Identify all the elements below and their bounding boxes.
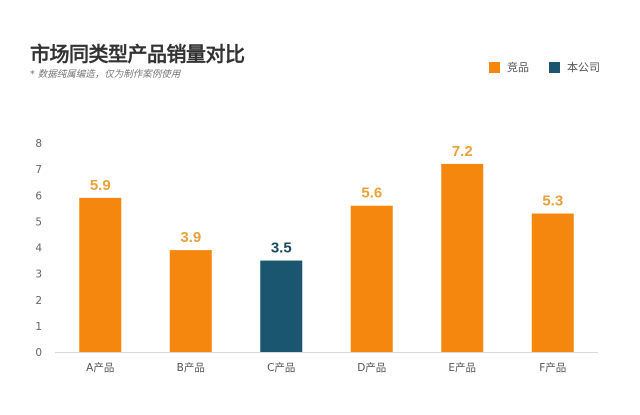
legend-item-competitor: 竞品 xyxy=(489,59,529,75)
bar xyxy=(531,213,574,352)
chart-subtitle: * 数据纯属编造，仅为制作案例使用 xyxy=(30,69,181,80)
legend-swatch-competitor xyxy=(489,61,500,73)
x-tick-label: B产品 xyxy=(177,361,205,374)
legend-swatch-own-company xyxy=(549,61,560,73)
data-label: 5.9 xyxy=(90,177,111,194)
y-tick-label: 7 xyxy=(35,164,42,176)
legend: 竞品 本公司 xyxy=(489,59,620,75)
legend-label-competitor: 竞品 xyxy=(507,61,529,74)
data-label: 3.9 xyxy=(180,229,201,246)
data-label: 3.5 xyxy=(271,240,292,257)
data-label: 5.6 xyxy=(361,185,382,202)
x-tick-label: C产品 xyxy=(267,361,295,374)
bar xyxy=(79,197,122,352)
y-tick-label: 6 xyxy=(35,190,42,202)
y-tick-label: 0 xyxy=(35,347,42,359)
x-tick-label: D产品 xyxy=(357,361,386,374)
x-tick-label: A产品 xyxy=(86,361,114,374)
bar xyxy=(169,250,212,352)
data-label: 7.2 xyxy=(452,143,473,160)
bar xyxy=(350,205,393,352)
y-tick-label: 8 xyxy=(35,138,42,150)
x-tick-label: E产品 xyxy=(448,361,476,374)
y-tick-label: 2 xyxy=(35,295,42,307)
y-tick-label: 4 xyxy=(35,243,42,255)
y-tick-label: 3 xyxy=(35,269,42,281)
bar xyxy=(260,260,303,352)
legend-label-own-company: 本公司 xyxy=(567,61,600,74)
x-tick-label: F产品 xyxy=(539,361,566,374)
data-label: 5.3 xyxy=(542,193,563,210)
y-tick-label: 5 xyxy=(35,216,42,228)
chart-title: 市场同类型产品销量对比 xyxy=(30,42,245,66)
y-tick-label: 1 xyxy=(35,321,42,333)
legend-item-own-company: 本公司 xyxy=(549,59,600,75)
bar xyxy=(441,163,484,352)
